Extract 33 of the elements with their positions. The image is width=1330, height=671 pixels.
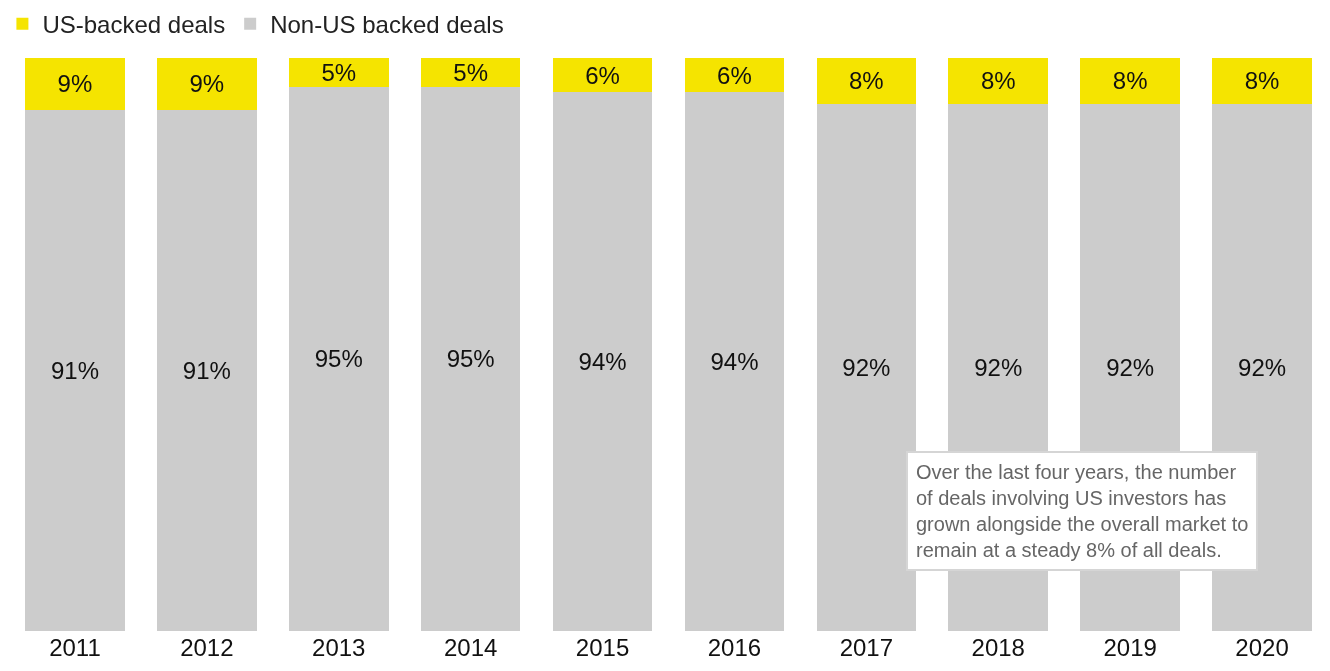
legend-label: Non-US backed deals xyxy=(270,11,504,38)
data-label: 8% xyxy=(1244,67,1280,95)
data-label: 94% xyxy=(710,348,759,376)
x-tick-label: 2011 xyxy=(49,634,101,661)
data-label: 9% xyxy=(57,70,93,98)
annotation: Over the last four years, the number of deals involving US investors has grown alongside the overall market to remain at a steady 8% of all deals. xyxy=(916,461,1249,561)
data-label: 92% xyxy=(842,353,891,381)
data-label: 92% xyxy=(1106,353,1155,381)
x-tick-label: 2017 xyxy=(839,634,894,661)
x-tick-label: 2016 xyxy=(707,634,762,661)
x-tick-label: 2015 xyxy=(575,634,630,661)
x-tick-label: 2014 xyxy=(443,634,498,661)
data-label: 94% xyxy=(578,348,627,376)
data-label: 95% xyxy=(314,345,363,373)
data-label: 9% xyxy=(189,70,225,98)
data-label: 92% xyxy=(974,353,1023,381)
data-label: 6% xyxy=(717,61,752,89)
x-tick-label: 2018 xyxy=(971,634,1025,661)
x-tick-label: 2013 xyxy=(312,634,366,661)
x-tick-label: 2012 xyxy=(180,634,234,661)
data-label: 5% xyxy=(453,58,488,86)
data-label: 8% xyxy=(1112,67,1148,95)
data-label: 6% xyxy=(585,61,620,89)
data-label: 95% xyxy=(446,345,495,373)
data-label: 91% xyxy=(50,356,99,384)
legend-label: US-backed deals xyxy=(42,11,226,38)
data-label: 5% xyxy=(321,58,357,86)
data-label: 91% xyxy=(182,356,231,384)
data-label: 92% xyxy=(1238,353,1287,381)
x-tick-label: 2020 xyxy=(1235,634,1289,661)
data-label: 8% xyxy=(980,67,1016,95)
data-label: 8% xyxy=(849,67,884,95)
x-tick-label: 2019 xyxy=(1103,634,1157,661)
